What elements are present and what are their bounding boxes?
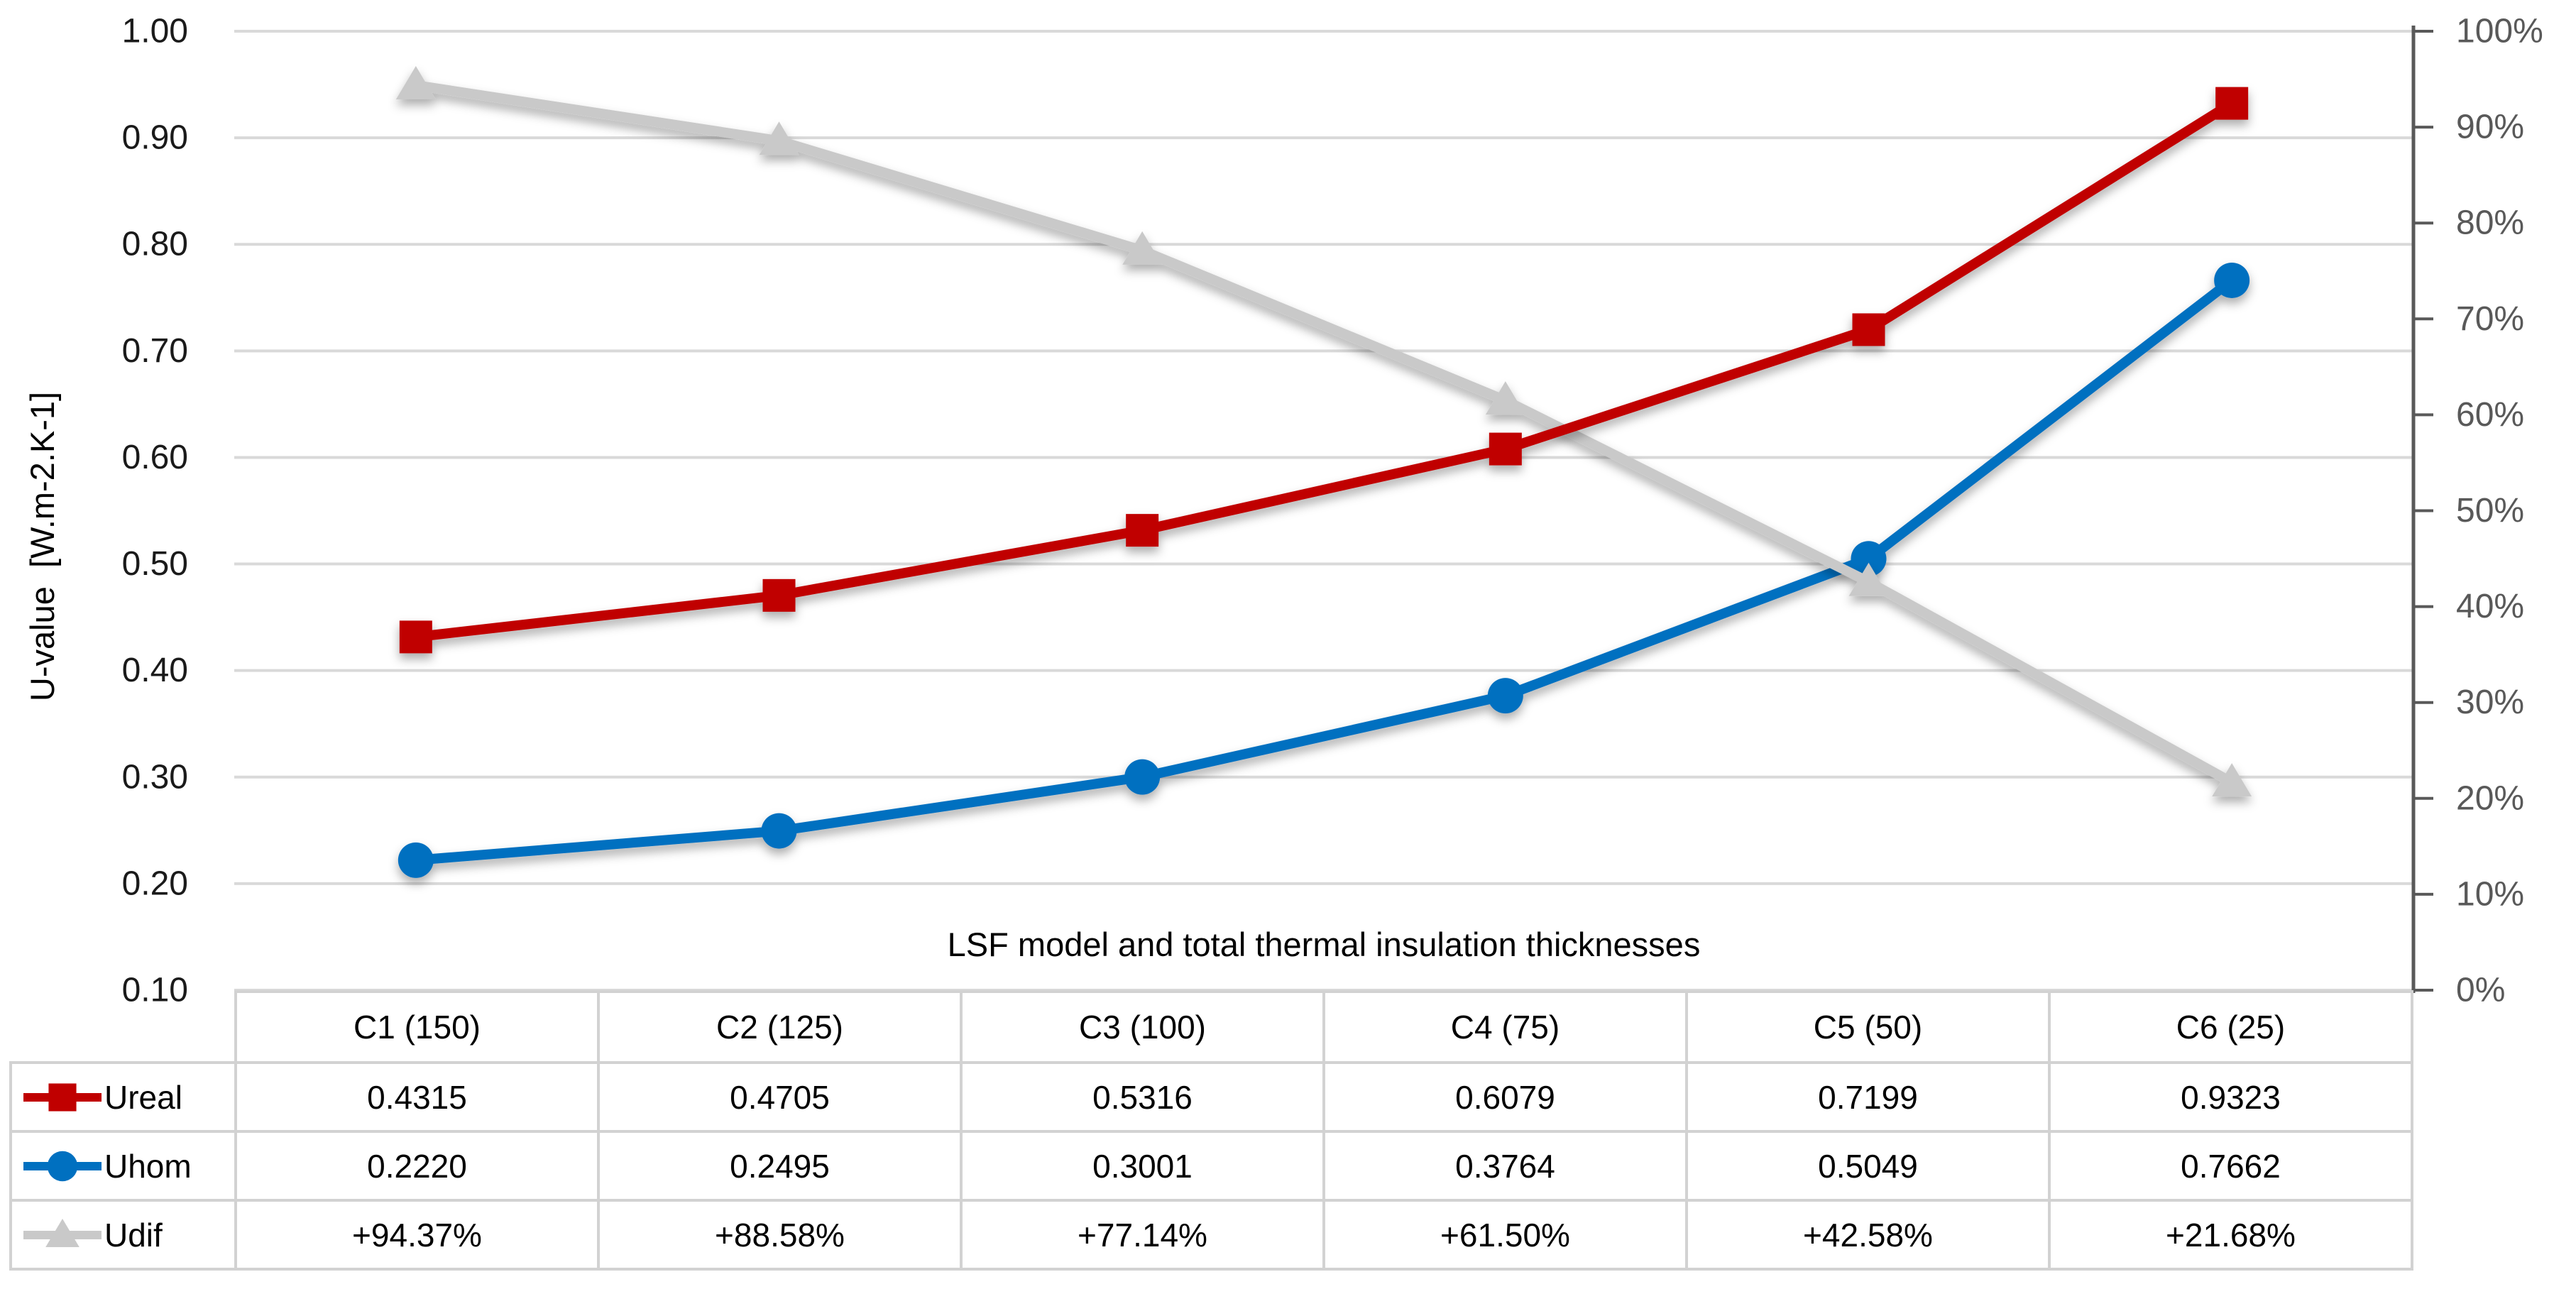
right-axis-tick-label: 20% xyxy=(2456,779,2524,817)
value-cell: 0.2495 xyxy=(597,1130,963,1202)
left-axis-tick-label: 0.10 xyxy=(122,972,188,1009)
left-axis-tick-label: 0.20 xyxy=(122,865,188,902)
column-header-cell: C5 (50) xyxy=(1685,990,2051,1064)
right-axis-tick-label: 10% xyxy=(2456,875,2524,913)
uhom-marker xyxy=(1487,678,1523,714)
column-header-cell: C1 (150) xyxy=(234,990,600,1064)
series-line-ureal xyxy=(410,98,2237,642)
udif-marker xyxy=(2212,763,2252,797)
uhom-marker xyxy=(1124,759,1161,795)
udif-marker xyxy=(1485,381,1525,415)
left-axis-tick-label: 0.30 xyxy=(122,758,188,796)
udif-marker xyxy=(759,121,799,155)
series-line-uhom xyxy=(410,275,2237,865)
legend-label: Uhom xyxy=(104,1147,192,1185)
column-header-cell: C3 (100) xyxy=(960,990,1325,1064)
value-cell: 0.4315 xyxy=(234,1061,600,1133)
value-cell: 0.5316 xyxy=(960,1061,1325,1133)
left-axis-tick-label: 0.50 xyxy=(122,545,188,583)
udif-marker xyxy=(1122,231,1163,265)
series-line-udif xyxy=(410,80,2237,788)
udif-marker xyxy=(395,66,436,100)
legend-cell-uhom: Uhom xyxy=(9,1130,237,1202)
left-axis-tick-label: 0.40 xyxy=(122,652,188,689)
x-axis-title: LSF model and total thermal insulation t… xyxy=(947,926,1701,963)
table-header-row: C1 (150) C2 (125) C3 (100) C4 (75) C5 (50) C6… xyxy=(11,990,2413,1064)
y-axis-title: U-value [W.m-2.K-1] xyxy=(23,391,61,702)
table-corner-cell xyxy=(11,992,236,1063)
right-axis-tick-label: 80% xyxy=(2456,204,2524,242)
left-axis-tick-label: 0.60 xyxy=(122,439,188,476)
circle-legend-key-icon xyxy=(23,1151,102,1181)
value-cell: 0.7662 xyxy=(2048,1130,2413,1202)
right-axis-tick-label: 40% xyxy=(2456,588,2524,625)
right-axis-tick-label: 100% xyxy=(2456,13,2543,50)
left-axis-tick-label: 0.80 xyxy=(122,226,188,263)
legend-label: Ureal xyxy=(104,1078,182,1116)
value-cell: 0.3001 xyxy=(960,1130,1325,1202)
right-axis-tick-label: 50% xyxy=(2456,492,2524,530)
value-cell: 0.6079 xyxy=(1322,1061,1688,1133)
legend-key-marker xyxy=(47,1151,78,1181)
right-axis-tick-label: 30% xyxy=(2456,684,2524,721)
uhom-marker xyxy=(2214,262,2250,298)
udif-marker xyxy=(1848,562,1889,596)
value-cell: 0.7199 xyxy=(1685,1061,2051,1133)
ureal-marker xyxy=(1489,432,1522,466)
square-legend-key-icon xyxy=(23,1082,102,1112)
legend-label: Udif xyxy=(104,1216,163,1254)
left-axis-tick-label: 1.00 xyxy=(122,13,188,50)
column-header-cell: C4 (75) xyxy=(1322,990,1688,1064)
value-cell: 0.5049 xyxy=(1685,1130,2051,1202)
table-row-udif: Udif +94.37% +88.58% +77.14% +61.50% +42.58% +… xyxy=(9,1199,2413,1271)
value-cell: +61.50% xyxy=(1322,1199,1688,1271)
value-cell: +42.58% xyxy=(1685,1199,2051,1271)
value-cell: 0.2220 xyxy=(234,1130,600,1202)
ureal-marker xyxy=(1852,313,1885,346)
column-header-cell: C6 (25) xyxy=(2048,990,2413,1064)
ureal-marker xyxy=(762,578,796,612)
right-axis-tick-label: 0% xyxy=(2456,972,2505,1009)
value-cell: +21.68% xyxy=(2048,1199,2413,1271)
ureal-marker xyxy=(2215,87,2249,120)
left-axis-tick-label: 0.90 xyxy=(122,119,188,157)
legend-key-marker xyxy=(48,1082,77,1112)
value-cell: +88.58% xyxy=(597,1199,963,1271)
legend-key-marker xyxy=(45,1218,80,1247)
value-cell: +94.37% xyxy=(234,1199,600,1271)
series-uhom xyxy=(398,262,2250,878)
right-axis-tick-label: 60% xyxy=(2456,396,2524,434)
legend-cell-udif: Udif xyxy=(9,1199,237,1271)
ureal-marker xyxy=(399,620,432,654)
series-udif xyxy=(395,66,2252,797)
value-cell: +77.14% xyxy=(960,1199,1325,1271)
series-ureal xyxy=(399,87,2249,654)
value-cell: 0.3764 xyxy=(1322,1130,1688,1202)
left-axis-tick-label: 0.70 xyxy=(122,332,188,370)
uhom-marker xyxy=(761,813,797,849)
ureal-marker xyxy=(1126,514,1159,547)
column-header-cell: C2 (125) xyxy=(597,990,963,1064)
value-cell: 0.9323 xyxy=(2048,1061,2413,1133)
right-axis-tick-label: 70% xyxy=(2456,300,2524,338)
table-row-uhom: Uhom 0.2220 0.2495 0.3001 0.3764 0.5049 0.7662 xyxy=(9,1130,2413,1202)
uhom-marker xyxy=(1851,541,1887,577)
legend-cell-ureal: Ureal xyxy=(9,1061,237,1133)
uhom-marker xyxy=(398,842,434,878)
table-row-ureal: Ureal 0.4315 0.4705 0.5316 0.6079 0.7199 0.932… xyxy=(9,1061,2413,1133)
value-cell: 0.4705 xyxy=(597,1061,963,1133)
right-axis-tick-label: 90% xyxy=(2456,109,2524,146)
triangle-legend-key-icon xyxy=(23,1218,102,1247)
data-table: C1 (150) C2 (125) C3 (100) C4 (75) C5 (50) C6… xyxy=(9,990,2413,1271)
